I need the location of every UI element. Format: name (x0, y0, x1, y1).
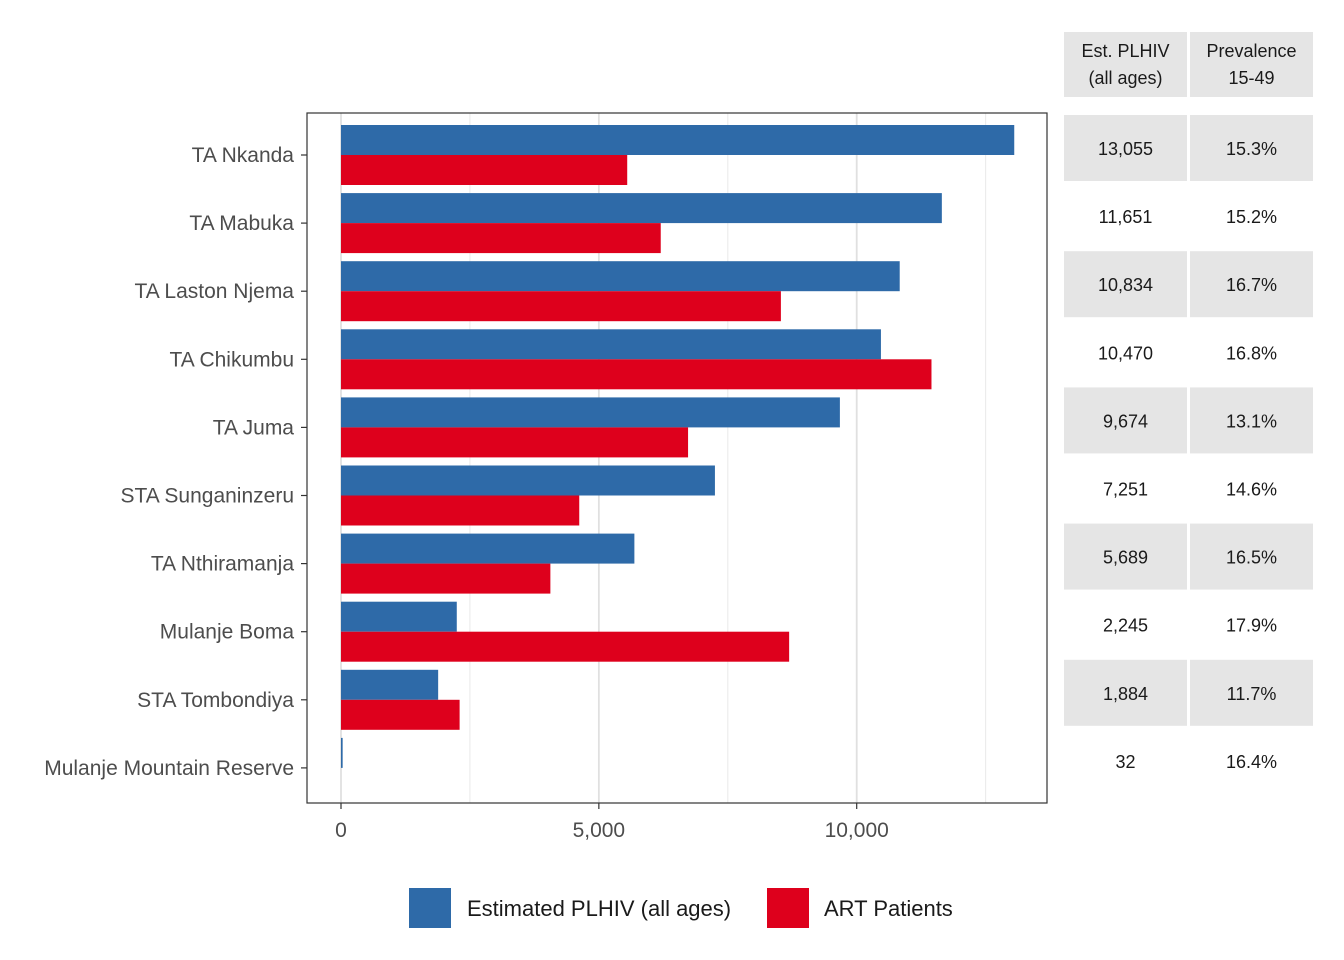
bar-art (341, 359, 932, 390)
table-header-cell (1064, 32, 1187, 97)
bar-art (341, 563, 551, 594)
table-cell: 9,674 (1103, 411, 1148, 431)
table-cell-bg (1190, 659, 1313, 726)
category-axis: TA Nkanda TA Mabuka TA Laston Njema TA Chik… (44, 144, 307, 780)
bar-plhiv (341, 329, 881, 360)
category-label: TA Nthiramanja (151, 553, 294, 576)
table-cell: 10,470 (1098, 343, 1153, 363)
x-tick-label: 10,000 (825, 819, 889, 842)
table-cell: 10,834 (1098, 275, 1153, 295)
bars (341, 125, 1015, 768)
category-label: TA Nkanda (192, 144, 295, 167)
bar-art (341, 223, 661, 254)
bar-plhiv (341, 193, 942, 224)
table-cell: 11,651 (1099, 207, 1153, 227)
table-header-text: Est. PLHIV (1081, 41, 1169, 61)
legend-swatch (767, 888, 809, 928)
legend-swatch (409, 888, 451, 928)
bar-art (341, 631, 790, 662)
legend-label: ART Patients (824, 896, 953, 921)
table-cell: 17.9% (1226, 616, 1277, 636)
category-label: TA Mabuka (189, 212, 294, 235)
category-label: Mulanje Boma (160, 621, 295, 644)
category-label: STA Sunganinzeru (120, 485, 294, 508)
bar-plhiv (341, 533, 635, 564)
bar-plhiv (341, 465, 715, 496)
bar-art (341, 291, 781, 322)
plot-panel-border (306, 112, 1048, 804)
table-cell: 16.4% (1226, 752, 1277, 772)
table-cell: 15.2% (1226, 207, 1277, 227)
bar-plhiv (341, 261, 900, 292)
bar-plhiv (341, 669, 439, 700)
bar-art (341, 495, 580, 526)
table-cell-bg (1064, 387, 1187, 454)
table-cell: 16.8% (1226, 343, 1277, 363)
legend-label: Estimated PLHIV (all ages) (467, 896, 731, 921)
table-cell-bg (1190, 387, 1313, 454)
x-axis: 0 5,000 10,000 (335, 803, 889, 842)
bar-art (341, 699, 460, 730)
table-header-text: 15-49 (1228, 68, 1274, 88)
bar-art (341, 155, 628, 185)
table-cell: 16.7% (1226, 275, 1277, 295)
category-label: TA Juma (213, 416, 295, 439)
table-cell: 1,884 (1103, 684, 1148, 704)
table-cell: 13.1% (1226, 411, 1277, 431)
table-cell: 13,055 (1098, 139, 1153, 159)
bar-plhiv (341, 125, 1015, 155)
table-header-text: Prevalence (1206, 41, 1296, 61)
table-cell-bg (1064, 659, 1187, 726)
table-cell: 2,245 (1103, 616, 1148, 636)
table-header-text: (all ages) (1088, 68, 1162, 88)
table-cell-bg (1064, 251, 1187, 318)
x-tick-label: 0 (335, 819, 347, 842)
table-cell: 14.6% (1226, 480, 1277, 500)
category-label: Mulanje Mountain Reserve (44, 757, 294, 780)
bar-art (341, 427, 689, 458)
table-cell: 7,251 (1103, 480, 1148, 500)
table-cell: 16.5% (1226, 548, 1277, 568)
table-cell: 11.7% (1227, 684, 1277, 704)
table-cell: 32 (1115, 752, 1135, 772)
table-cell-bg (1190, 251, 1313, 318)
bar-plhiv (341, 737, 343, 768)
table-cell-bg (1064, 523, 1187, 590)
bar-plhiv (341, 601, 457, 632)
table-cell-bg (1190, 115, 1313, 181)
table-cell-bg (1064, 115, 1187, 181)
bar-plhiv (341, 397, 840, 428)
legend: Estimated PLHIV (all ages) ART Patients (409, 888, 953, 928)
table-cell-bg (1190, 523, 1313, 590)
table-header-cell (1190, 32, 1313, 97)
x-tick-label: 5,000 (573, 819, 626, 842)
table-cell: 15.3% (1226, 139, 1277, 159)
category-label: TA Laston Njema (134, 280, 294, 303)
side-table: Est. PLHIV (all ages) Prevalence 15-49 13,05… (1064, 32, 1313, 772)
category-label: STA Tombondiya (137, 689, 294, 712)
table-cell: 5,689 (1103, 548, 1148, 568)
category-label: TA Chikumbu (170, 348, 295, 371)
